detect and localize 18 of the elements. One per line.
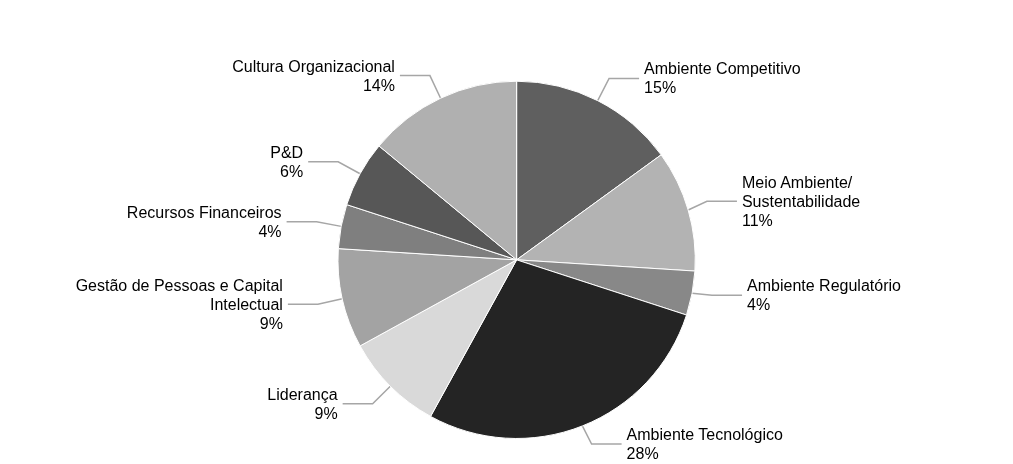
slice-label: P&D xyxy=(270,143,304,161)
slice-label: Ambiente Competitivo xyxy=(644,60,801,78)
slice-label: Liderança xyxy=(267,385,338,403)
slice-label: Gestão de Pessoas e Capital Intelectual xyxy=(75,276,283,313)
data-label: 11% xyxy=(741,211,773,229)
data-label: 6% xyxy=(280,162,304,180)
data-label: 9% xyxy=(259,314,283,332)
slice-label: Ambiente Regulatório xyxy=(747,277,902,295)
slice-label: Recursos Financeiros xyxy=(126,203,282,221)
slice-label: Meio Ambiente/Sustentabilidade xyxy=(741,173,861,210)
data-label: 14% xyxy=(362,76,395,94)
data-label: 9% xyxy=(314,404,338,422)
data-label: 28% xyxy=(626,445,659,462)
data-label: 4% xyxy=(747,296,771,314)
slice-label: Cultura Organizacional xyxy=(232,57,395,75)
slice-label: Ambiente Tecnológico xyxy=(626,426,783,443)
data-label: 4% xyxy=(258,222,282,240)
data-label: 15% xyxy=(644,79,677,97)
